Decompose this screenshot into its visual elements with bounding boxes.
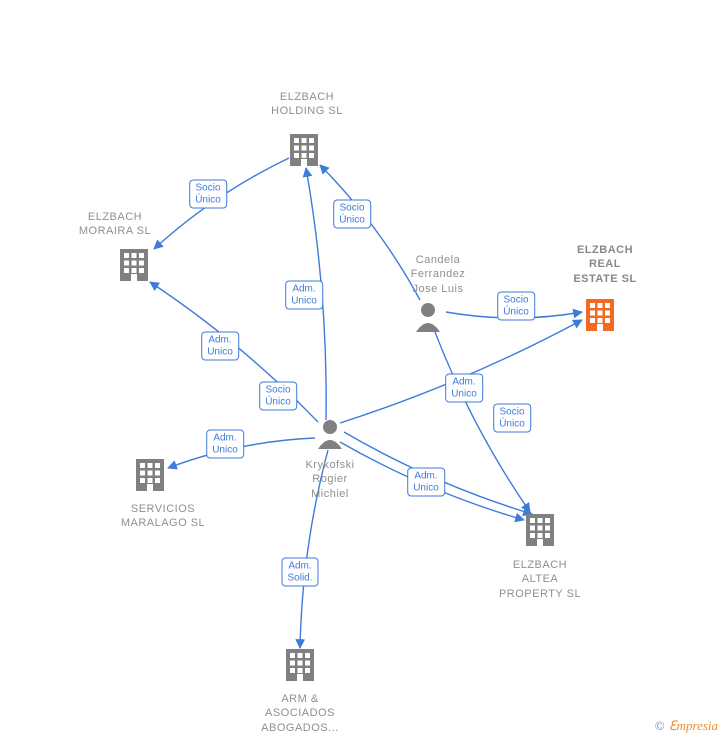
- copyright-text: mpresia: [677, 718, 718, 733]
- edge-label: Socio Único: [497, 292, 535, 321]
- edge: [340, 320, 582, 423]
- building-icon[interactable]: [586, 299, 614, 331]
- node-label: Candela Ferrandez Jose Luis: [411, 253, 466, 296]
- node-label: ELZBACH REAL ESTATE SL: [573, 243, 636, 286]
- building-icon[interactable]: [136, 459, 164, 491]
- building-icon[interactable]: [286, 649, 314, 681]
- node-label: ELZBACH HOLDING SL: [271, 90, 343, 119]
- edge: [320, 165, 420, 300]
- edge-label: Socio Único: [259, 382, 297, 411]
- node-label: SERVICIOS MARALAGO SL: [121, 502, 205, 531]
- edge-label: Adm. Solid.: [281, 558, 318, 587]
- edge-label: Adm. Unico: [285, 281, 323, 310]
- edge-label: Socio Único: [493, 404, 531, 433]
- building-icon[interactable]: [526, 514, 554, 546]
- network-canvas: [0, 0, 728, 740]
- building-icon[interactable]: [120, 249, 148, 281]
- edge-label: Adm. Unico: [206, 430, 244, 459]
- edge-label: Socio Único: [333, 200, 371, 229]
- edge-label: Adm. Unico: [407, 468, 445, 497]
- copyright-symbol: ©: [655, 718, 665, 733]
- copyright: ©ℇmpresia: [655, 718, 718, 734]
- node-label: ARM & ASOCIADOS ABOGADOS...: [261, 692, 339, 735]
- person-icon[interactable]: [318, 420, 342, 449]
- edge-label: Socio Único: [189, 180, 227, 209]
- person-icon[interactable]: [416, 303, 440, 332]
- node-label: ELZBACH ALTEA PROPERTY SL: [499, 558, 581, 601]
- node-label: Krykofski Rogier Michiel: [305, 458, 354, 501]
- edge-label: Adm. Unico: [201, 332, 239, 361]
- edge-label: Adm. Unico: [445, 374, 483, 403]
- building-icon[interactable]: [290, 134, 318, 166]
- node-label: ELZBACH MORAIRA SL: [79, 210, 151, 239]
